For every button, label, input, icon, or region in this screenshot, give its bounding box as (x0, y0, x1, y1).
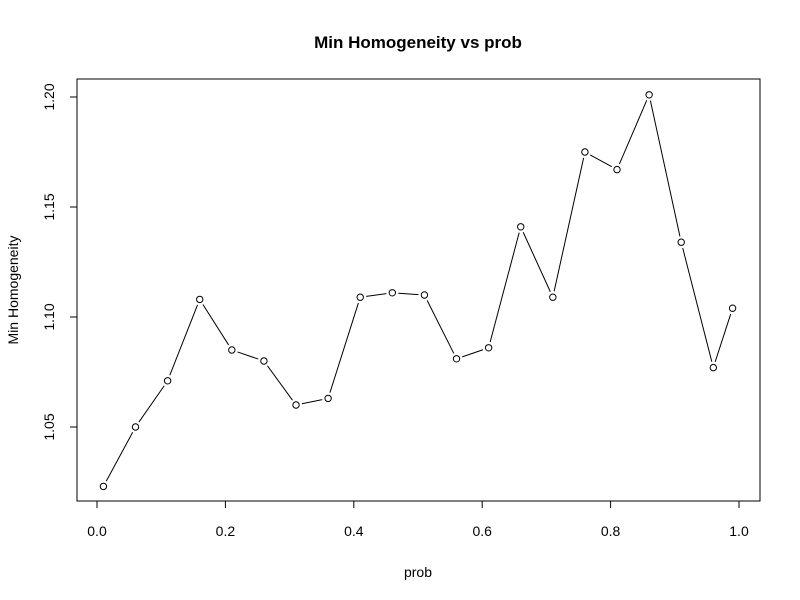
data-point (292, 401, 300, 409)
data-point (677, 238, 685, 246)
x-tick-label: 0.2 (216, 523, 236, 539)
x-tick-label: 1.0 (729, 523, 749, 539)
series-layer (99, 91, 737, 491)
data-point (645, 91, 653, 99)
data-point (420, 291, 429, 299)
data-point (728, 304, 737, 312)
x-tick-label: 0.4 (344, 523, 364, 539)
x-tick-label: 0.8 (601, 523, 621, 539)
x-axis: 0.0 0.2 0.4 0.6 0.8 1.0 (87, 500, 749, 539)
x-tick-label: 0.0 (87, 523, 107, 539)
series-line (105, 100, 732, 482)
y-axis-label: Min Homogeneity (5, 236, 21, 345)
data-point (517, 223, 525, 231)
data-point (613, 165, 621, 174)
x-tick-label: 0.6 (472, 523, 492, 539)
data-point (163, 377, 172, 385)
y-tick-label: 1.05 (41, 413, 57, 440)
data-point (260, 357, 268, 365)
data-point (228, 346, 236, 354)
plot-frame (76, 78, 761, 502)
data-point (196, 295, 204, 304)
data-point (549, 293, 557, 301)
data-point (581, 148, 589, 156)
data-point (99, 482, 108, 491)
y-tick-label: 1.10 (41, 303, 57, 330)
data-point (131, 423, 140, 431)
y-tick-label: 1.15 (41, 193, 57, 220)
data-point (324, 394, 332, 403)
x-axis-label: prob (404, 564, 432, 580)
y-axis: 1.05 1.10 1.15 1.20 (41, 83, 78, 441)
data-point (709, 363, 718, 372)
chart-title: Min Homogeneity vs prob (314, 33, 522, 52)
data-point (452, 355, 461, 363)
data-point (388, 289, 397, 297)
data-point (356, 293, 364, 301)
y-tick-label: 1.20 (41, 83, 57, 110)
data-point (484, 344, 493, 352)
